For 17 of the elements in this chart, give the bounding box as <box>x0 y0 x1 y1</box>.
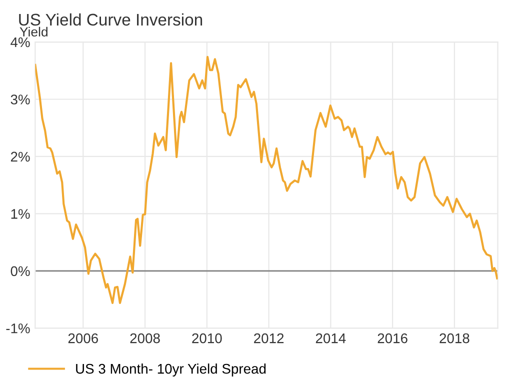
chart-title: US Yield Curve Inversion <box>19 13 202 26</box>
x-tick-label: 2016 <box>378 333 408 344</box>
y-tick-label: -1% <box>6 324 30 334</box>
y-tick-label: 0% <box>10 266 30 276</box>
x-tick-label: 2010 <box>192 333 222 344</box>
x-tick-label: 2014 <box>316 333 346 344</box>
y-tick-label: 3% <box>10 94 30 104</box>
x-tick-label: 2012 <box>254 333 284 344</box>
legend-label: US 3 Month- 10yr Yield Spread <box>76 364 266 376</box>
x-tick-label: 2008 <box>130 333 160 344</box>
y-axis-title: Yield <box>20 26 48 37</box>
x-tick-label: 2006 <box>68 333 98 344</box>
y-tick-label: 2% <box>10 152 30 162</box>
y-tick-label: 4% <box>10 37 30 48</box>
line-series <box>35 56 498 304</box>
x-tick-label: 2018 <box>440 333 470 344</box>
y-tick-label: 1% <box>11 209 30 219</box>
